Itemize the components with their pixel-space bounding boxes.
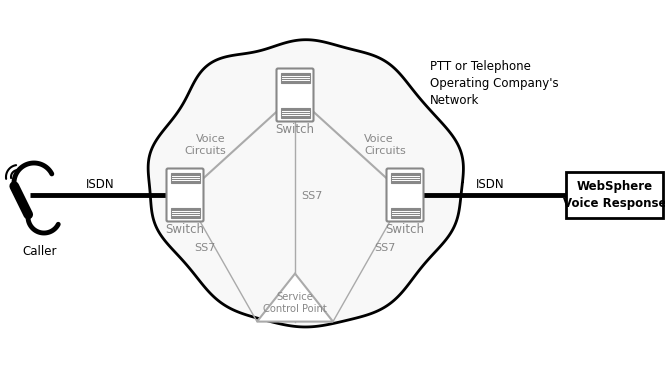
FancyBboxPatch shape [166, 169, 203, 222]
Bar [281, 108, 309, 118]
Text: SS7: SS7 [301, 191, 323, 201]
Text: PTT or Telephone
Operating Company's
Network: PTT or Telephone Operating Company's Net… [430, 60, 559, 107]
Text: Service
Control Point: Service Control Point [263, 292, 327, 314]
FancyBboxPatch shape [277, 69, 313, 122]
Bar [281, 73, 309, 82]
Bar [170, 173, 200, 182]
Polygon shape [148, 40, 464, 327]
Text: Switch: Switch [275, 123, 315, 136]
Bar [390, 173, 420, 182]
FancyBboxPatch shape [566, 172, 663, 218]
Text: ISDN: ISDN [86, 178, 114, 191]
Text: Caller: Caller [23, 245, 57, 258]
Text: Switch: Switch [386, 223, 424, 236]
Text: SS7: SS7 [374, 243, 396, 253]
Polygon shape [257, 274, 333, 322]
Text: SS7: SS7 [195, 243, 216, 253]
Bar [170, 207, 200, 218]
Text: Switch: Switch [166, 223, 205, 236]
Bar [390, 207, 420, 218]
Text: Voice
Circuits: Voice Circuits [184, 134, 226, 156]
Text: WebSphere
Voice Response: WebSphere Voice Response [563, 180, 665, 210]
Text: ISDN: ISDN [475, 178, 504, 191]
FancyBboxPatch shape [386, 169, 424, 222]
Text: Voice
Circuits: Voice Circuits [364, 134, 406, 156]
